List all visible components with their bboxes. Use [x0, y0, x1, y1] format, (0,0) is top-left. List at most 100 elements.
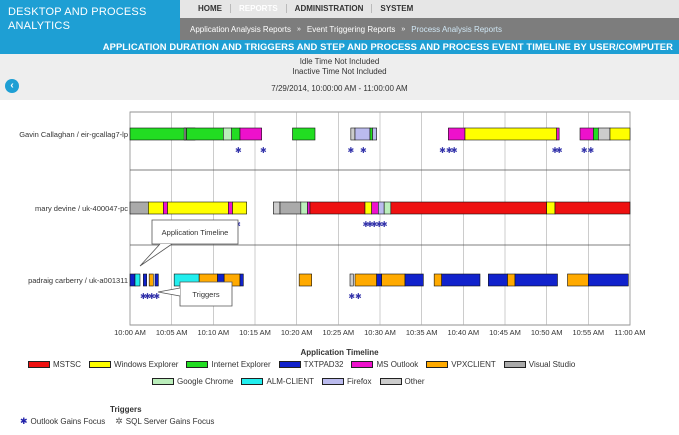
timeline-segment: [223, 127, 232, 141]
trigger-mark: ✱: [451, 146, 458, 155]
timeline-segment: [364, 201, 372, 215]
subnav-event-triggering[interactable]: Event Triggering Reports: [306, 24, 396, 34]
timeline-segment: [554, 201, 631, 215]
x-tick-label: 10:00 AM: [114, 328, 146, 337]
x-tick-label: 10:15 AM: [239, 328, 271, 337]
timeline-segment: [371, 201, 379, 215]
trigger-mark: ✱: [347, 146, 354, 155]
trigger-mark: ✱: [376, 220, 383, 229]
triggers-legend: ✱ Outlook Gains Focus ✲ SQL Server Gains…: [20, 416, 214, 427]
trigger-mark: ✱: [362, 220, 369, 229]
timeline-segment: [488, 273, 508, 287]
trigger-mark: ✱: [348, 292, 355, 301]
menu-administration[interactable]: ADMINISTRATION: [287, 4, 373, 13]
timeline-segment: [148, 201, 164, 215]
chart-grid: [129, 111, 631, 326]
legend-item: TXTPAD32: [278, 360, 344, 369]
legend-swatch: [503, 361, 526, 368]
menu-home[interactable]: HOME: [190, 4, 231, 13]
timeline-segment: [378, 201, 385, 215]
legend-item: Google Chrome: [152, 377, 233, 386]
timeline-segment: [134, 273, 141, 287]
legend-label: ALM-CLIENT: [266, 377, 315, 386]
x-tick-label: 10:05 AM: [156, 328, 188, 337]
x-tick-label: 10:40 AM: [447, 328, 479, 337]
brand-line-2: ANALYTICS: [8, 20, 71, 32]
timeline-segment: [546, 201, 556, 215]
timeline-segment: [579, 127, 594, 141]
callout-app-timeline: Application Timeline: [139, 219, 239, 267]
trigger-mark: ✱: [581, 146, 588, 155]
timeline-segment: [239, 273, 244, 287]
asterisk-icon: ✱: [20, 416, 28, 426]
timeline-segment: [292, 127, 316, 141]
idle-time-note: Idle Time Not Included: [299, 57, 380, 66]
legend-swatch: [351, 361, 374, 368]
menu-reports[interactable]: REPORTS: [231, 4, 287, 13]
timeline-segment: [354, 127, 371, 141]
trigger-mark: ✱: [148, 292, 155, 301]
menu-system[interactable]: SYSTEM: [380, 4, 414, 13]
legend-swatch: [379, 378, 402, 385]
legend-swatch: [322, 378, 345, 385]
row-label: padraig carberry / uk-a001311: [28, 276, 128, 285]
timeline-segment: [183, 127, 187, 141]
subnav-application-analysis[interactable]: Application Analysis Reports: [190, 24, 291, 34]
legend-swatch: [278, 361, 301, 368]
callout-triggers-text: Triggers: [192, 290, 219, 299]
timeline-segment: [372, 127, 377, 141]
callout-triggers: Triggers: [157, 281, 233, 307]
timeline-segment: [390, 201, 547, 215]
brand-logo[interactable]: DESKTOP AND PROCESS ANALYTICS: [0, 0, 180, 40]
x-tick-label: 10:35 AM: [406, 328, 438, 337]
x-tick-label: 10:55 AM: [572, 328, 604, 337]
legend-row-1: MSTSC Windows Explorer Internet Explorer TX…: [28, 360, 575, 369]
legend-item: Windows Explorer: [89, 360, 178, 369]
timeline-chart: Gavin Callaghan / eir-gcallag7-lp mary de…: [19, 111, 646, 337]
timeline-segment: [448, 127, 466, 141]
timeline-segment: [143, 273, 147, 287]
timeline-segment: [593, 127, 599, 141]
legend-item: VPXCLIENT: [426, 360, 496, 369]
trigger-legend-label: Outlook Gains Focus: [30, 417, 106, 426]
x-tick-label: 10:45 AM: [489, 328, 521, 337]
timeline-segment: [598, 127, 611, 141]
legend-item: Visual Studio: [503, 360, 575, 369]
timeline-segment: [228, 201, 233, 215]
timeline-segment: [307, 201, 311, 215]
timeline-segment: [154, 273, 159, 287]
subnav-separator: »: [401, 25, 406, 33]
subnav-process-analysis[interactable]: Process Analysis Reports: [411, 24, 502, 34]
timeline-segment: [163, 201, 168, 215]
legend-label: Windows Explorer: [114, 360, 179, 369]
back-arrow-icon[interactable]: ‹: [5, 79, 19, 93]
legend-label: TXTPAD32: [303, 360, 344, 369]
timeline-segment: [441, 273, 481, 287]
timeline-segment: [298, 273, 312, 287]
row-label: mary devine / uk-400047-pc: [35, 204, 128, 213]
legend-swatch: [89, 361, 111, 368]
trigger-mark: ✱: [439, 146, 446, 155]
report-title: APPLICATION DURATION AND TRIGGERS AND ST…: [0, 40, 679, 54]
trigger-mark: ✱: [587, 146, 594, 155]
trigger-mark: ✱: [367, 220, 374, 229]
timeline-segment: [464, 127, 557, 141]
timeline-segment: [186, 127, 224, 141]
x-tick-label: 10:20 AM: [281, 328, 313, 337]
date-range: 7/29/2014, 10:00:00 AM - 11:00:00 AM: [271, 84, 408, 93]
timeline-segment: [148, 273, 154, 287]
legend-row-2: Google Chrome ALM-CLIENT Firefox Other: [152, 377, 425, 386]
timeline-segment: [556, 127, 560, 141]
timeline-segment: [167, 201, 229, 215]
timeline-segment: [300, 201, 308, 215]
brand-line-1: DESKTOP AND PROCESS: [8, 6, 147, 18]
timeline-segment: [514, 273, 558, 287]
main-menu: HOME REPORTS ADMINISTRATION SYSTEM: [190, 4, 421, 13]
timeline-segment: [354, 273, 377, 287]
legend-item: Internet Explorer: [186, 360, 271, 369]
top-navigation: HOME REPORTS ADMINISTRATION SYSTEM Appli…: [180, 0, 679, 40]
x-tick-label: 10:50 AM: [531, 328, 563, 337]
legend-swatch: [152, 378, 174, 385]
trigger-mark: ✱: [556, 146, 563, 155]
sub-navigation: Application Analysis Reports » Event Tri…: [180, 18, 679, 40]
